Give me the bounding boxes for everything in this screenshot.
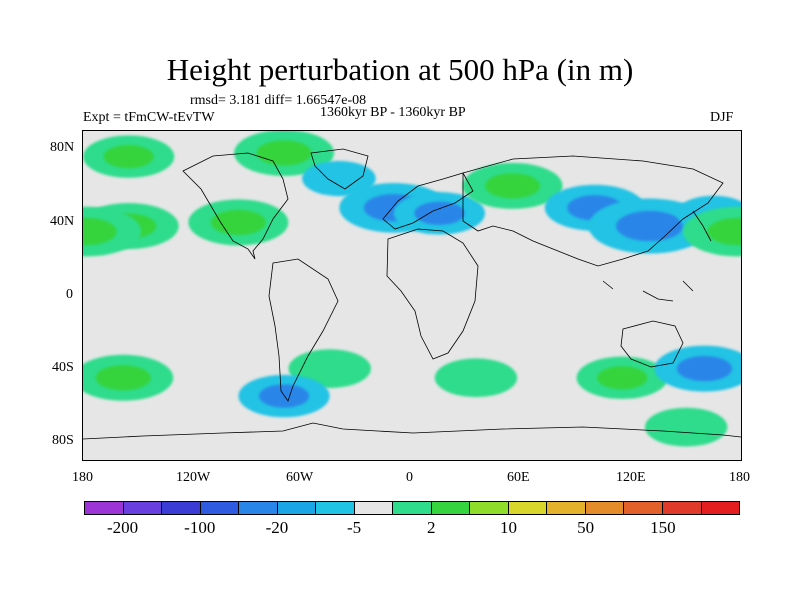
coast-europe	[382, 172, 474, 230]
colorbar-swatch	[701, 502, 740, 514]
lat-label-0: 0	[66, 287, 73, 302]
coast-north-america	[182, 152, 289, 260]
anomaly-core	[83, 217, 117, 246]
lat-label-40n: 40N	[50, 214, 75, 229]
colorbar-swatch	[547, 502, 586, 514]
anomaly-region	[644, 407, 728, 447]
lon-label-180-left: 180	[72, 470, 93, 485]
colorbar-swatch	[277, 502, 317, 514]
lon-label-60w: 60W	[286, 470, 314, 485]
lon-label-120w: 120W	[176, 470, 211, 485]
lon-label-60e: 60E	[507, 470, 530, 485]
anomaly-core	[707, 217, 741, 246]
anomaly-region	[434, 358, 518, 398]
colorbar-swatch	[354, 502, 394, 514]
colorbar-swatch	[470, 502, 509, 514]
colorbar-label: -5	[347, 518, 362, 537]
coast-asia	[462, 155, 724, 267]
anomaly-core	[210, 209, 266, 236]
colorbar-label: 50	[577, 518, 595, 537]
coastlines	[83, 148, 741, 440]
anomaly-core	[616, 210, 684, 242]
anomaly-core	[676, 355, 732, 382]
lon-label-0: 0	[406, 470, 413, 485]
coast-south-america	[268, 258, 339, 402]
colorbar	[84, 501, 740, 515]
plot-title: Height perturbation at 500 hPa (in m)	[166, 52, 634, 87]
coast-islands	[602, 210, 712, 302]
anomaly-core	[485, 173, 541, 199]
anomaly-layer	[83, 131, 741, 447]
colorbar-label: -200	[106, 518, 139, 537]
colorbar-label: -20	[265, 518, 289, 537]
colorbar-label: 150	[650, 518, 676, 537]
map-canvas	[83, 131, 741, 447]
period-label: 1360kyr BP - 1360kyr BP	[320, 105, 466, 120]
colorbar-label: -100	[184, 518, 216, 537]
experiment-label: Expt = tFmCW-tEvTW	[83, 110, 215, 125]
anomaly-core	[597, 366, 648, 390]
colorbar-swatch	[85, 502, 124, 514]
colorbar-swatch	[123, 502, 163, 514]
lat-label-80n: 80N	[50, 140, 75, 155]
colorbar-swatch	[508, 502, 548, 514]
colorbar-swatch	[431, 502, 471, 514]
colorbar-label: 2	[427, 518, 436, 537]
lat-label-40s: 40S	[52, 360, 74, 375]
colorbar-swatch	[316, 502, 355, 514]
lon-label-120e: 120E	[616, 470, 646, 485]
anomaly-core	[414, 201, 465, 225]
colorbar-swatch	[585, 502, 625, 514]
colorbar-swatch	[200, 502, 240, 514]
lat-label-80s: 80S	[52, 433, 74, 448]
coast-antarctica	[83, 422, 741, 440]
anomaly-region	[288, 349, 371, 389]
anomaly-region	[302, 160, 376, 197]
colorbar-swatch	[393, 502, 432, 514]
coast-greenland	[310, 148, 369, 190]
colorbar-label: 10	[499, 518, 517, 537]
colorbar-swatch	[162, 502, 201, 514]
coast-africa	[386, 228, 479, 360]
anomaly-core	[256, 140, 312, 166]
rmsd-label: rmsd= 3.181 diff= 1.66547e-08	[190, 93, 367, 108]
anomaly-core	[95, 365, 151, 391]
colorbar-swatch	[624, 502, 663, 514]
colorbar-swatch	[239, 502, 278, 514]
map-panel	[82, 130, 742, 461]
coast-australia	[620, 320, 684, 368]
season-label: DJF	[710, 110, 734, 125]
anomaly-core	[103, 144, 154, 169]
lon-label-180-right: 180	[729, 470, 750, 485]
colorbar-swatch	[662, 502, 702, 514]
